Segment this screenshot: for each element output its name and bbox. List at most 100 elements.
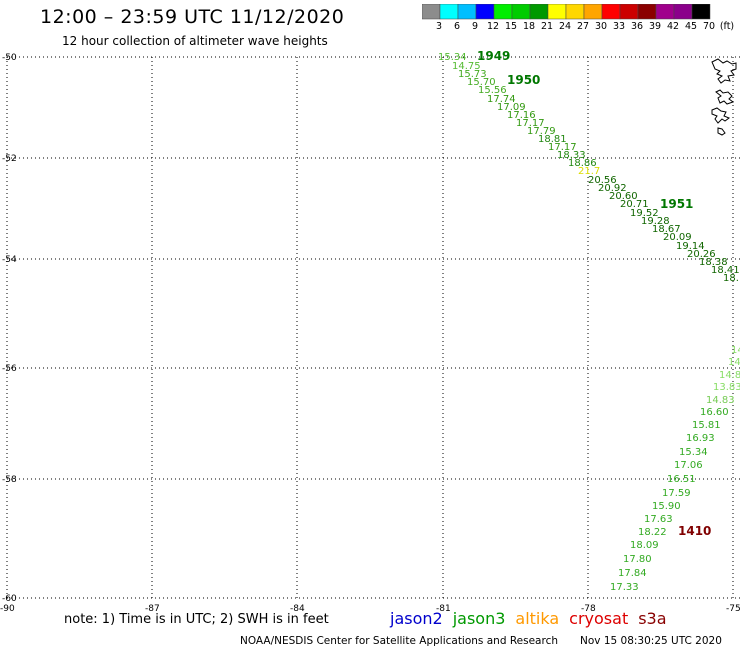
lon-tick-label: -90 (0, 604, 15, 614)
satellite-legend: jason2 jason3 altika cryosat s3a (390, 609, 677, 628)
latitude-labels: -50 -52 -54 -56 -58 -60 (2, 53, 17, 604)
lat-tick-label: -60 (2, 594, 17, 604)
color-scale-labels: 3 6 9 12 15 18 21 24 27 30 33 36 39 42 45 70 (ft) (422, 21, 740, 35)
color-scale-label: 9 (471, 21, 479, 32)
wave-height-value: 16.60 (700, 407, 729, 418)
wave-height-value: 18.22 (638, 527, 667, 538)
lon-tick-label: -75 (726, 604, 740, 614)
lon-tick-label: -81 (436, 604, 451, 614)
map-subtitle: 12 hour collection of altimeter wave hei… (62, 34, 328, 48)
wave-height-value: 20.92 (598, 183, 627, 194)
wave-height-value: 18.41 (711, 265, 740, 276)
color-scale-label: 33 (612, 21, 626, 32)
color-scale-label: 18 (522, 21, 536, 32)
wave-height-value: 15.73 (458, 69, 487, 80)
wave-height-value: 15.70 (467, 77, 496, 88)
color-scale-label: 24 (558, 21, 572, 32)
color-scale-label: 21 (540, 21, 554, 32)
lat-tick-label: -54 (2, 255, 17, 265)
wave-height-value: 17.84 (618, 568, 647, 579)
track-id-label: 1410 (678, 524, 711, 538)
color-scale-label: 6 (453, 21, 461, 32)
color-scale-label: (ft) (719, 21, 735, 32)
units-note: note: 1) Time is in UTC; 2) SWH is in fe… (64, 612, 329, 627)
wave-height-value: 15.81 (692, 420, 721, 431)
lat-tick-label: -56 (2, 364, 17, 374)
color-scale-label: 39 (648, 21, 662, 32)
wave-height-value: 20.60 (609, 191, 638, 202)
lat-tick-label: -52 (2, 154, 17, 164)
wave-height-value: 18.33 (557, 150, 586, 161)
wave-height-value: 17.63 (644, 514, 673, 525)
wave-height-value: 21.7 (578, 166, 600, 177)
wave-height-value: 18.81 (538, 134, 567, 145)
wave-height-value: 18.38 (699, 257, 728, 268)
wave-height-value: 18.86 (568, 158, 597, 169)
map-title: 12:00 – 23:59 UTC 11/12/2020 (40, 6, 345, 28)
lon-tick-label: -84 (290, 604, 305, 614)
wave-height-observations: 15.3414.7515.7315.7015.5617.7417.0917.16… (438, 52, 740, 593)
color-scale-label: 36 (630, 21, 644, 32)
color-scale-label: 27 (576, 21, 590, 32)
wave-height-value: 14 (731, 345, 740, 356)
wave-height-value: 15.56 (478, 85, 507, 96)
color-scale-label: 70 (702, 21, 716, 32)
color-scale-bar (422, 4, 711, 20)
color-swatch (691, 4, 711, 20)
coastline (711, 58, 737, 136)
wave-height-value: 17.33 (610, 582, 639, 593)
legend-jason2: jason2 (390, 609, 443, 628)
wave-height-value: 14.83 (706, 395, 735, 406)
wave-height-value: 14.8 (719, 370, 740, 381)
legend-altika: altika (515, 609, 560, 628)
wave-height-value: 15.34 (679, 447, 708, 458)
wave-height-value: 17.17 (548, 142, 577, 153)
wave-height-value: 18.67 (652, 224, 681, 235)
color-scale-label: 42 (666, 21, 680, 32)
wave-height-value: 14.75 (452, 61, 481, 72)
color-scale-label: 15 (504, 21, 518, 32)
wave-height-value: 17.79 (527, 126, 556, 137)
wave-height-value: 16.93 (686, 433, 715, 444)
wave-height-value: 17.09 (497, 102, 526, 113)
wave-height-value: 17.80 (623, 554, 652, 565)
timestamp: Nov 15 08:30:25 UTC 2020 (580, 635, 722, 647)
longitude-labels: -90 -87 -84 -81 -78 -75 (0, 604, 740, 614)
legend-cryosat: cryosat (569, 609, 629, 628)
lon-tick-label: -87 (145, 604, 160, 614)
wave-height-value: 14. (728, 357, 740, 368)
wave-height-value: 20.71 (620, 199, 649, 210)
credit-line: NOAA/NESDIS Center for Satellite Applica… (240, 635, 558, 647)
wave-height-value: 19.52 (630, 208, 659, 219)
lat-tick-label: -58 (2, 475, 17, 485)
map-grid (6, 56, 740, 599)
track-id-label: 1949 (477, 49, 510, 63)
color-scale-label: 45 (684, 21, 698, 32)
wave-height-value: 18.09 (630, 540, 659, 551)
track-id-label: 1950 (507, 73, 540, 87)
wave-height-value: 20.09 (663, 232, 692, 243)
wave-height-value: 17.17 (516, 118, 545, 129)
lat-tick-label: -50 (2, 53, 17, 63)
color-scale-label: 30 (594, 21, 608, 32)
legend-jason3: jason3 (452, 609, 506, 628)
wave-height-value: 17.16 (507, 110, 536, 121)
track-id-label: 1951 (660, 197, 693, 211)
wave-height-value: 17.59 (662, 488, 691, 499)
color-scale-label: 3 (435, 21, 443, 32)
wave-height-value: 19.28 (641, 216, 670, 227)
wave-height-value: 18. (723, 273, 739, 284)
lon-tick-label: -78 (581, 604, 596, 614)
wave-height-value: 13.83 (713, 382, 740, 393)
wave-height-value: 20.56 (588, 175, 617, 186)
wave-height-value: 17.06 (674, 460, 703, 471)
wave-height-value: 19.14 (676, 241, 705, 252)
legend-s3a: s3a (638, 609, 667, 628)
wave-height-value: 17.74 (487, 94, 516, 105)
track-labels: 1949 1950 1951 1410 (477, 49, 711, 538)
color-scale-label: 12 (486, 21, 500, 32)
wave-height-value: 15.34 (438, 52, 467, 63)
wave-height-value: 15.90 (652, 501, 681, 512)
wave-height-value: 20.26 (687, 249, 716, 260)
